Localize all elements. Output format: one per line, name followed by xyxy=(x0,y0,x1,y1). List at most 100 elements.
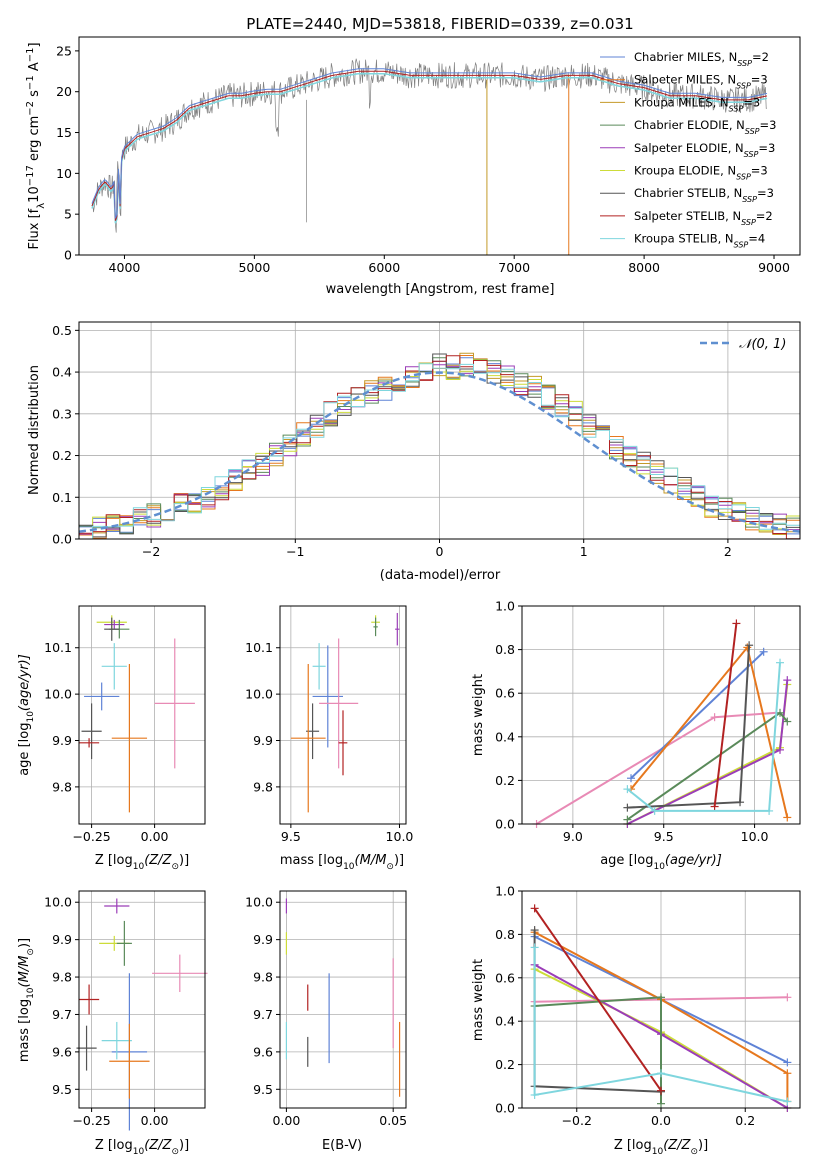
weight-line xyxy=(630,651,765,779)
y-tick-label: 10.0 xyxy=(245,895,273,910)
age-vs-mass-xlabel: mass [log10(M/M⊙)] xyxy=(280,853,404,872)
x-tick-label: 0 xyxy=(436,544,444,559)
y-tick-label: 0.2 xyxy=(495,773,515,788)
residual-histogram xyxy=(79,363,800,540)
spectrum-axes: 4000 5000 6000 7000 8000 9000 0 5 10 15 20 25 xyxy=(56,43,790,275)
y-tick-label: 10.0 xyxy=(245,687,273,702)
y-tick-label: 0.8 xyxy=(495,642,515,657)
residual-xlabel: (data-model)/error xyxy=(380,568,501,583)
x-tick-label: 6000 xyxy=(368,260,400,275)
x-tick-label: 0.05 xyxy=(379,1113,407,1128)
mass-vs-ebv-panel: 0.00 0.05 9.5 9.6 9.7 9.8 9.9 10.0 E(B-V) xyxy=(245,890,407,1153)
weight-line xyxy=(713,623,738,807)
x-tick-label: 9000 xyxy=(758,260,790,275)
x-tick-label: 7000 xyxy=(498,260,530,275)
mass-vs-z-frame xyxy=(78,890,206,1109)
weight-line xyxy=(534,931,789,1102)
x-tick-label: 8000 xyxy=(628,260,660,275)
weight-vs-age-frame xyxy=(521,605,801,825)
y-tick-label: 0.8 xyxy=(495,927,515,942)
age-vs-z-frame xyxy=(78,605,206,825)
spectrum-xlabel: wavelength [Angstrom, rest frame] xyxy=(326,282,555,297)
y-tick-label: 1.0 xyxy=(495,884,515,899)
y-tick-label: 0.0 xyxy=(52,532,72,547)
weight-vs-age-panel: 9.0 9.5 10.0 0.0 0.2 0.4 0.6 0.8 1.0 age [log10(… xyxy=(471,599,801,872)
y-tick-label: 0.6 xyxy=(495,686,515,701)
age-vs-mass-errorbars xyxy=(290,612,400,813)
y-tick-label: 10.1 xyxy=(44,640,72,655)
x-tick-label: −0.25 xyxy=(72,829,110,844)
mass-vs-z-xlabel: Z [log10(Z/Z⊙)] xyxy=(95,1138,189,1157)
residual-legend: 𝒩(0, 1) xyxy=(700,337,786,352)
x-tick-label: 1 xyxy=(580,544,588,559)
legend-label: Chabrier STELIB, NSSP=3 xyxy=(634,186,774,204)
residual-frame xyxy=(78,321,801,540)
y-tick-label: 9.7 xyxy=(253,1007,273,1022)
model-spectrum xyxy=(91,68,768,219)
y-tick-label: 9.8 xyxy=(52,779,72,794)
y-tick-label: 0.2 xyxy=(52,448,72,463)
y-tick-label: 9.9 xyxy=(253,932,273,947)
mass-vs-z-errorbars xyxy=(76,898,208,1131)
y-tick-label: 0.1 xyxy=(52,490,72,505)
weight-vs-age-lines xyxy=(532,619,792,828)
age-vs-z-xlabel: Z [log10(Z/Z⊙)] xyxy=(95,853,189,872)
y-tick-label: 1.0 xyxy=(495,599,515,614)
mass-vs-ebv-axes: 0.00 0.05 9.5 9.6 9.7 9.8 9.9 10.0 xyxy=(245,891,407,1128)
y-tick-label: 20 xyxy=(56,84,72,99)
spectrum-lines xyxy=(91,58,768,255)
weight-line xyxy=(533,907,662,1092)
x-tick-label: 10.0 xyxy=(386,829,414,844)
y-tick-label: 15 xyxy=(56,125,72,140)
x-tick-label: 9.5 xyxy=(654,829,674,844)
mass-vs-ebv-xlabel: E(B-V) xyxy=(322,1138,362,1153)
x-tick-label: −2 xyxy=(142,544,160,559)
residual-ylabel: Normed distribution xyxy=(27,365,42,495)
y-tick-label: 9.9 xyxy=(52,932,72,947)
legend-label: Salpeter ELODIE, NSSP=3 xyxy=(634,141,775,159)
age-vs-z-ylabel: age [log10(age/yr)] xyxy=(17,654,36,776)
x-tick-label: 2 xyxy=(724,544,732,559)
observed-spectrum xyxy=(91,58,768,233)
age-vs-z-panel: −0.25 0.009.89.910.010.1 Z [log10(Z/Z⊙)] … xyxy=(17,605,206,872)
x-tick-label: 0.00 xyxy=(272,1113,300,1128)
y-tick-label: 9.5 xyxy=(52,1082,72,1097)
x-tick-label: 9.0 xyxy=(563,829,583,844)
y-tick-label: 9.8 xyxy=(253,970,273,985)
weight-vs-age-xlabel: age [log10(age/yr)] xyxy=(600,853,722,872)
age-vs-mass-frame xyxy=(279,605,407,825)
y-tick-label: 0.4 xyxy=(52,365,72,380)
y-tick-label: 0.5 xyxy=(52,323,72,338)
x-tick-label: −0.25 xyxy=(72,1113,110,1128)
y-tick-label: 0.0 xyxy=(495,1101,515,1116)
legend-label: Kroupa MILES, NSSP=3 xyxy=(634,95,760,113)
spectrum-title: PLATE=2440, MJD=53818, FIBERID=0339, z=0… xyxy=(246,15,633,33)
x-tick-label: −0.2 xyxy=(562,1113,592,1128)
weight-vs-age-ylabel: mass weight xyxy=(471,674,486,756)
weight-line xyxy=(533,947,788,1103)
spectrum-frame xyxy=(78,36,801,256)
mass-vs-ebv-frame xyxy=(279,890,407,1109)
weight-vs-age-axes: 9.0 9.5 10.0 0.0 0.2 0.4 0.6 0.8 1.0 xyxy=(495,599,800,844)
x-tick-label: −1 xyxy=(286,544,304,559)
normal-legend-label: 𝒩(0, 1) xyxy=(739,337,786,352)
y-tick-label: 0.3 xyxy=(52,406,72,421)
y-tick-label: 9.5 xyxy=(253,1082,273,1097)
weight-line xyxy=(626,662,781,812)
y-tick-label: 9.6 xyxy=(52,1044,72,1059)
normal-curve xyxy=(78,371,801,533)
x-tick-label: 0.00 xyxy=(141,829,169,844)
x-tick-label: 0.0 xyxy=(651,1113,671,1128)
weight-vs-z-panel: −0.2 0.0 0.2 0.0 0.2 0.4 0.6 0.8 1.0 Z [log10(Z/… xyxy=(471,884,801,1157)
y-tick-label: 10.1 xyxy=(245,640,273,655)
age-vs-z-errorbars xyxy=(79,615,195,813)
residual-panel: −2 −1 0 1 2 0.0 0.1 0.2 0.3 0.4 0.5 (data-model)/e… xyxy=(27,321,801,583)
residual-axes: −2 −1 0 1 2 0.0 0.1 0.2 0.3 0.4 0.5 xyxy=(52,322,800,559)
legend-label: Chabrier MILES, NSSP=2 xyxy=(634,50,769,68)
x-tick-label: 0.00 xyxy=(141,1113,169,1128)
weight-vs-z-ylabel: mass weight xyxy=(471,959,486,1041)
y-tick-label: 9.6 xyxy=(253,1044,273,1059)
y-tick-label: 9.7 xyxy=(52,1007,72,1022)
age-vs-mass-panel: 9.5 10.0 9.8 9.9 10.0 10.1 mass [log10(M/M⊙)] xyxy=(245,605,414,872)
